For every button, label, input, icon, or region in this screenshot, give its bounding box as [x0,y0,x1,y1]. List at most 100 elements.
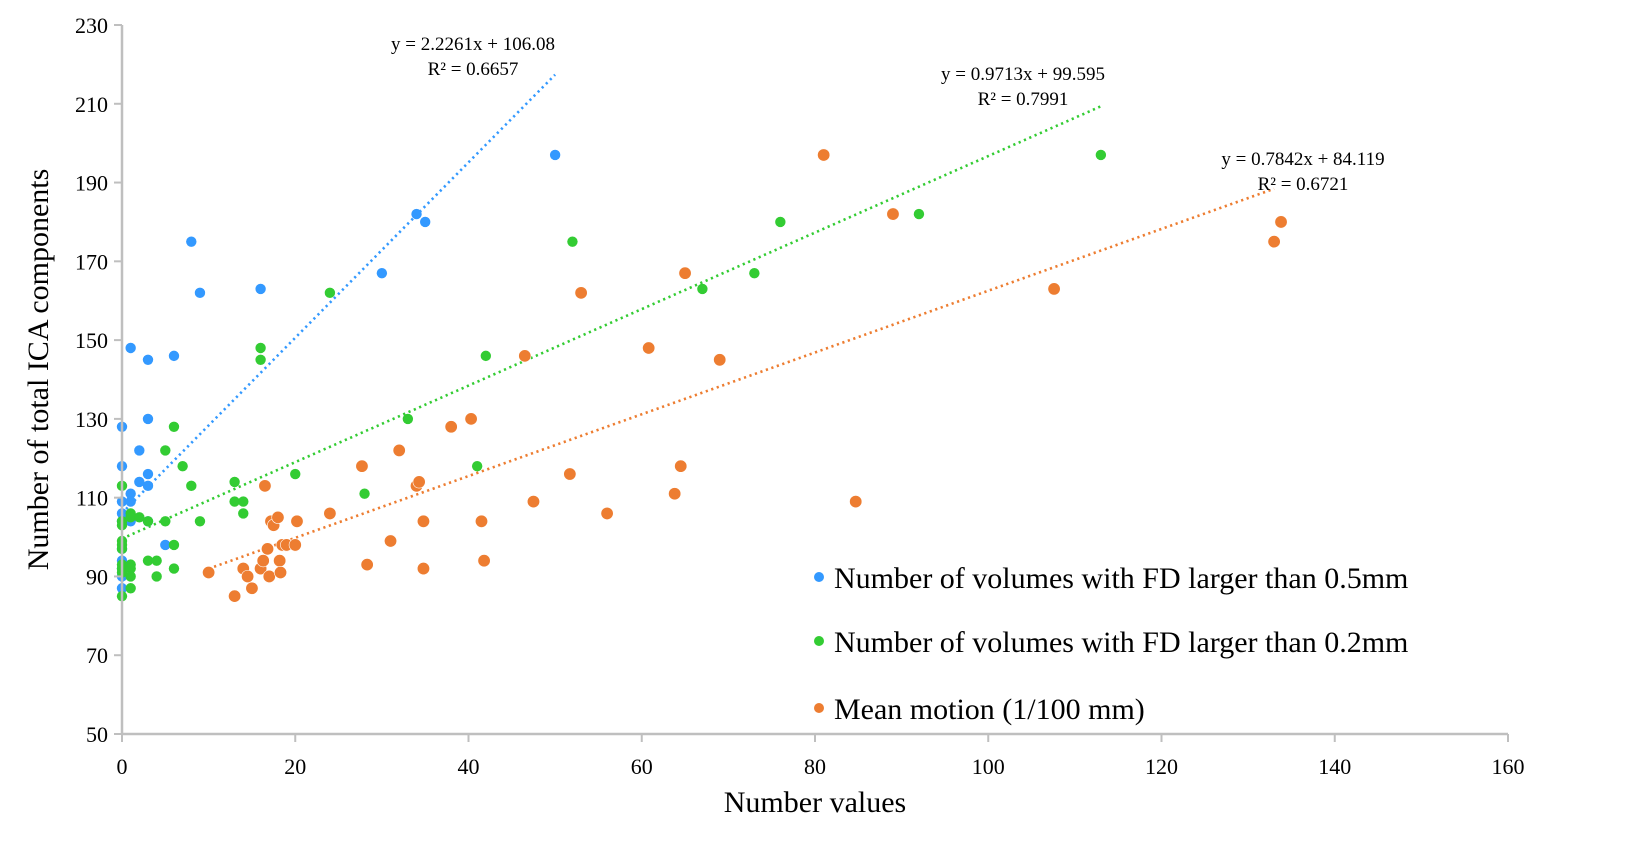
point-mean-motion [323,506,337,520]
point-fd05 [549,149,561,161]
trendline-r2-mean-motion: R² = 0.6721 [1258,174,1349,195]
point-mean-motion [261,542,275,556]
point-mean-motion [274,566,288,580]
point-fd02 [255,354,266,366]
x-tick-label: 160 [1492,754,1525,779]
point-mean-motion [202,566,216,580]
point-fd05 [142,480,154,492]
y-tick-label: 210 [75,92,108,117]
point-mean-motion [849,495,863,509]
point-fd05 [411,208,422,220]
legend-marker-fd02 [814,636,824,646]
legend-item-fd05[interactable]: Number of volumes with FD larger than 0.… [814,562,1408,595]
point-mean-motion [642,341,656,355]
legend: Number of volumes with FD larger than 0.… [814,562,1408,726]
point-fd05 [142,354,154,366]
x-tick-label: 20 [284,754,306,779]
point-fd02 [168,563,180,574]
x-tick-label: 100 [972,754,1005,779]
point-fd02 [775,216,786,228]
data-points [116,148,1288,603]
point-fd02 [186,480,197,492]
y-axis-title: Number of total ICA components [22,169,55,571]
trendline-r2-fd02: R² = 0.7991 [978,89,1069,110]
point-fd02 [177,460,188,472]
point-fd02 [142,516,154,527]
legend-item-fd02[interactable]: Number of volumes with FD larger than 0.… [814,626,1408,659]
x-tick-label: 80 [804,754,826,779]
point-fd02 [359,488,370,499]
trendline-fd02 [121,105,1102,540]
point-mean-motion [355,459,369,473]
point-fd05 [168,350,180,362]
point-mean-motion [444,420,458,434]
x-tick-label: 140 [1318,754,1351,779]
point-fd02 [125,583,136,594]
point-fd02 [255,342,266,354]
point-fd02 [229,476,240,488]
point-fd02 [913,208,925,220]
point-fd02 [402,413,414,425]
y-tick-label: 90 [86,564,108,589]
point-mean-motion [464,412,478,426]
point-fd02 [697,283,708,295]
point-fd02 [151,555,162,566]
point-mean-motion [360,558,374,572]
point-fd05 [125,342,136,354]
point-fd02 [238,508,249,519]
point-mean-motion [241,569,255,583]
x-tick-label: 40 [458,754,480,779]
legend-label-fd05: Number of volumes with FD larger than 0.… [834,562,1408,595]
legend-label-mean-motion: Mean motion (1/100 mm) [834,693,1145,726]
point-mean-motion [228,589,242,603]
legend-marker-fd05 [814,572,824,582]
point-mean-motion [416,514,430,528]
point-mean-motion [474,514,488,528]
point-mean-motion [1267,235,1281,249]
trendline-equation-fd05: y = 2.2261x + 106.08 [391,34,555,55]
point-fd02 [1095,149,1107,161]
point-fd05 [160,539,171,551]
point-fd05 [134,476,145,488]
point-mean-motion [245,581,259,595]
point-mean-motion [886,207,900,221]
point-mean-motion [258,479,272,493]
legend-marker-mean-motion [814,703,824,713]
y-tick-label: 190 [75,171,108,196]
point-fd02 [238,496,249,507]
point-mean-motion [817,148,831,162]
point-fd05 [142,468,154,480]
point-mean-motion [412,475,426,489]
point-fd02 [471,460,483,472]
x-tick-label: 60 [631,754,653,779]
point-mean-motion [290,514,304,528]
point-fd02 [160,445,171,456]
x-tick-label: 120 [1145,754,1178,779]
legend-item-mean-motion[interactable]: Mean motion (1/100 mm) [814,693,1145,726]
point-fd05 [186,236,197,247]
trendline-equation-mean-motion: y = 0.7842x + 84.119 [1221,149,1384,170]
y-tick-label: 50 [86,722,108,747]
point-fd05 [419,216,431,228]
y-tick-label: 110 [76,486,108,511]
point-fd02 [125,512,136,523]
point-mean-motion [384,534,398,548]
point-mean-motion [574,286,588,300]
point-fd02 [567,236,578,247]
trendline-equations: y = 2.2261x + 106.08 R² = 0.6657 y = 0.9… [391,34,1385,195]
point-fd05 [255,283,266,295]
point-fd02 [168,539,180,551]
point-fd02 [749,267,760,279]
trendline-r2-fd05: R² = 0.6657 [428,59,519,80]
point-mean-motion [1047,282,1061,296]
point-mean-motion [563,467,577,481]
x-tick-label: 0 [117,754,128,779]
point-mean-motion [288,538,302,552]
point-mean-motion [713,353,727,367]
trendline-mean-motion [208,187,1275,570]
point-fd05 [125,488,136,499]
point-mean-motion [477,554,491,568]
trendline-equation-fd02: y = 0.9713x + 99.595 [941,64,1105,85]
y-tick-label: 230 [75,13,108,38]
point-fd02 [168,421,180,432]
